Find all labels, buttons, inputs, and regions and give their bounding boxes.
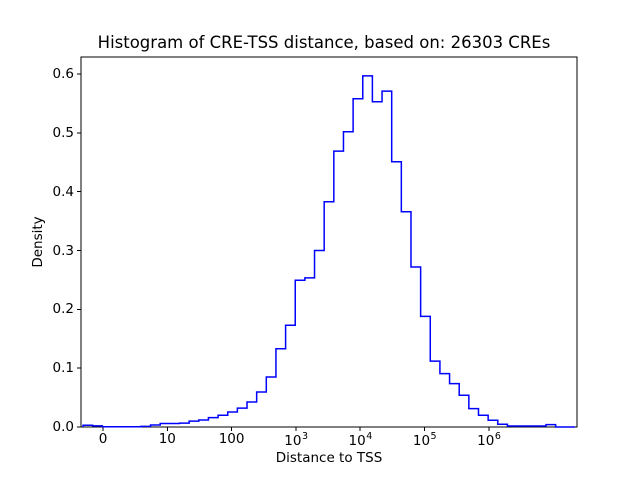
y-tick-label: 0.4 [52,183,74,200]
x-tick-label: 104 [348,430,373,449]
x-tick-label: 103 [284,430,308,449]
x-tick-label: 0 [98,431,108,447]
x-tick-label: 100 [218,431,245,447]
x-tick-label: 10 [158,431,176,447]
x-tick-exponent: 4 [366,430,373,442]
x-tick-exponent: 3 [301,430,308,442]
axes-box [80,56,578,428]
y-tick-label: 0.2 [52,301,74,318]
y-tick-label: 0.6 [52,66,74,83]
y-tick-label: 0.3 [52,242,74,259]
x-axis-label: Distance to TSS [275,450,383,466]
y-axis-label: Density [30,216,46,268]
y-tick-label: 0.1 [52,360,74,377]
y-tick-label: 0.0 [52,419,74,435]
histogram-step-line [82,75,575,428]
x-tick-exponent: 5 [430,430,437,442]
x-tick-label: 105 [412,430,437,449]
x-tick-exponent: 6 [494,430,501,442]
y-tick-label: 0.5 [52,124,74,141]
x-tick-label: 106 [477,430,501,449]
chart-title: Histogram of CRE-TSS distance, based on:… [97,33,551,52]
tick-marks [77,73,490,431]
